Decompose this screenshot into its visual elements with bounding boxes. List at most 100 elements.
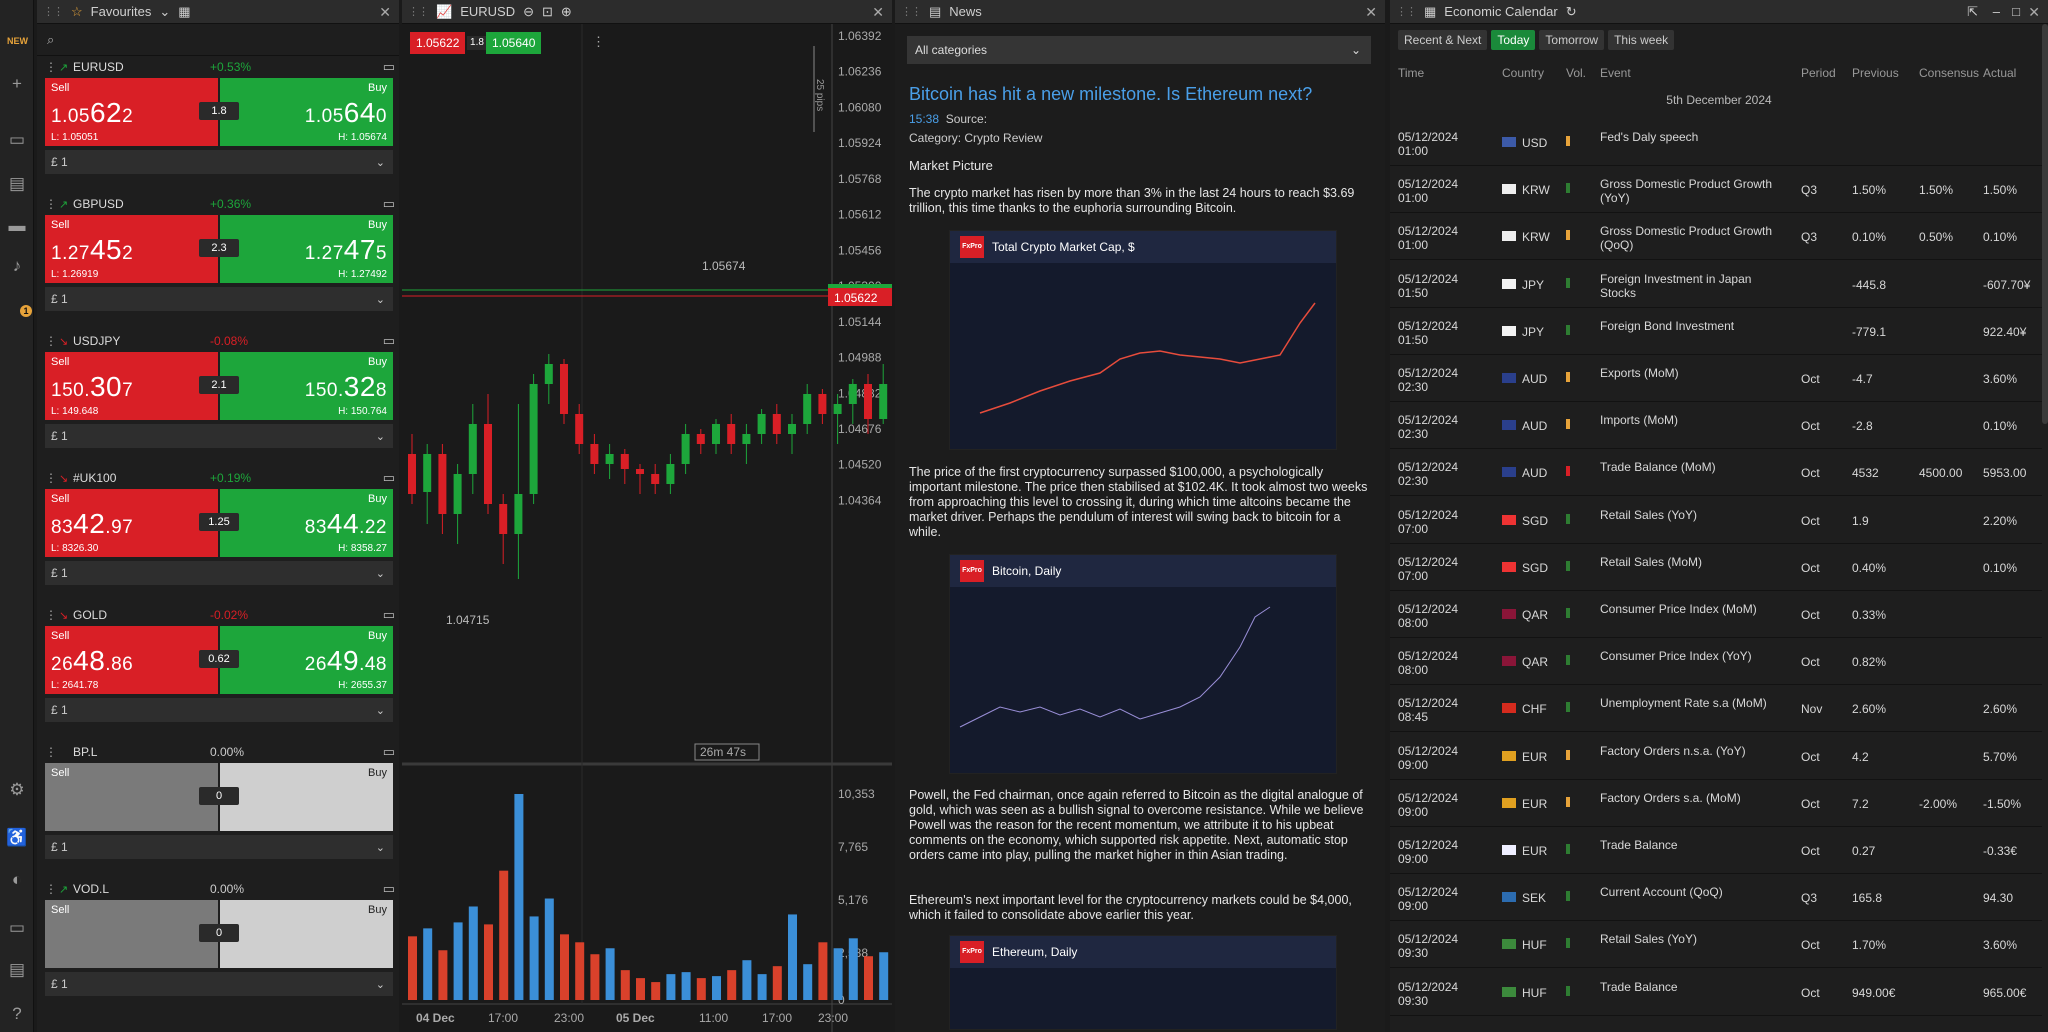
ask-tag[interactable]: 1.05640 — [486, 32, 542, 54]
table-row[interactable]: 05/12/2024 02:30 AUD Trade Balance (MoM) Oct… — [1390, 449, 2042, 497]
news-headline[interactable]: Bitcoin has hit a new milestone. Is Ethe… — [909, 84, 1313, 104]
menu-icon[interactable]: ⋮ — [45, 60, 57, 74]
table-row[interactable]: 05/12/2024 01:00 KRW Gross Domestic Product… — [1390, 166, 2042, 214]
menu-icon[interactable]: ⋮ — [45, 608, 57, 622]
close-icon[interactable]: ✕ — [2028, 4, 2040, 20]
sell-button[interactable]: Sell 2648.86 L: 2641.78 — [45, 626, 218, 694]
table-row[interactable]: 05/12/2024 08:00 QAR Consumer Price Index (… — [1390, 638, 2042, 686]
column-header[interactable]: Previous — [1852, 66, 1899, 80]
sell-button[interactable]: Sell — [45, 900, 218, 968]
portfolio-icon[interactable]: ▤ — [8, 174, 26, 193]
tab-tomorrow[interactable]: Tomorrow — [1539, 30, 1605, 50]
chat-icon[interactable]: ▭ — [382, 59, 395, 74]
buy-button[interactable]: Buy 2649.48 H: 2655.37 — [220, 626, 393, 694]
accessibility-icon[interactable]: ♿ — [6, 828, 28, 847]
chart-menu-icon[interactable]: ⋮ — [592, 34, 605, 49]
buy-button[interactable]: Buy — [220, 900, 393, 968]
tab-this-week[interactable]: This week — [1608, 30, 1675, 50]
zoom-in-icon[interactable]: ⊕ — [560, 3, 572, 19]
quantity-selector[interactable]: £ 1 ⌄ — [45, 972, 393, 996]
category-select[interactable]: All categories ⌄ — [907, 36, 1371, 64]
zoom-out-icon[interactable]: ⊖ — [523, 3, 534, 19]
menu-icon[interactable]: ⋮ — [45, 882, 57, 896]
column-header[interactable]: Time — [1398, 66, 1425, 80]
drag-handle-icon[interactable]: ⋮⋮ — [901, 6, 922, 18]
quantity-selector[interactable]: £ 1 ⌄ — [45, 287, 393, 311]
table-row[interactable]: 05/12/2024 01:00 USD Fed's Daly speech — [1390, 119, 2042, 166]
column-header[interactable]: Vol. — [1566, 66, 1587, 80]
chat-icon[interactable]: ▭ — [382, 470, 395, 485]
sell-button[interactable]: Sell 8342.97 L: 8326.30 — [45, 489, 218, 557]
column-header[interactable]: Period — [1801, 66, 1836, 80]
chat-icon[interactable]: ▭ — [8, 130, 26, 149]
quantity-selector[interactable]: £ 1 ⌄ — [45, 835, 393, 859]
table-row[interactable]: 05/12/2024 02:30 AUD Imports (MoM) Oct -2.8 0.… — [1390, 402, 2042, 450]
sell-button[interactable]: Sell 1.05622 L: 1.05051 — [45, 78, 218, 146]
document-icon[interactable]: ▤ — [8, 960, 26, 979]
refresh-icon[interactable]: ↻ — [1565, 3, 1577, 19]
instrument-name[interactable]: VOD.L — [73, 882, 110, 896]
chart-type-icon[interactable]: 📈 — [436, 3, 453, 19]
column-header[interactable]: Event — [1600, 66, 1631, 80]
quantity-selector[interactable]: £ 1 ⌄ — [45, 424, 393, 448]
drag-handle-icon[interactable]: ⋮⋮ — [408, 6, 429, 18]
chat-icon[interactable]: ▭ — [382, 196, 395, 211]
chat-icon[interactable]: ▭ — [382, 607, 395, 622]
table-row[interactable]: 05/12/2024 01:50 JPY Foreign Bond Investmen… — [1390, 308, 2042, 355]
chevron-down-icon[interactable]: ⌄ — [159, 3, 171, 19]
instrument-name[interactable]: GOLD — [73, 608, 108, 622]
drag-handle-icon[interactable]: ⋮⋮ — [1396, 6, 1417, 18]
buy-button[interactable]: Buy 150.328 H: 150.764 — [220, 352, 393, 420]
chat-icon[interactable]: ▭ — [382, 881, 395, 896]
sell-button[interactable]: Sell 1.27452 L: 1.26919 — [45, 215, 218, 283]
table-row[interactable]: 05/12/2024 09:00 EUR Factory Orders n.s.a. … — [1390, 733, 2042, 780]
menu-icon[interactable]: ⋮ — [45, 745, 57, 759]
menu-icon[interactable]: ⋮ — [45, 197, 57, 211]
table-row[interactable]: 05/12/2024 01:50 JPY Foreign Investment in … — [1390, 261, 2042, 308]
help-icon[interactable]: ? — [12, 1004, 22, 1023]
close-icon[interactable]: ✕ — [379, 4, 391, 20]
column-header[interactable]: Country — [1502, 66, 1545, 80]
menu-icon[interactable]: ⋮ — [45, 471, 57, 485]
menu-icon[interactable]: ⋮ — [45, 334, 57, 348]
minimize-icon[interactable]: – — [1992, 4, 2000, 19]
table-row[interactable]: 05/12/2024 01:00 KRW Gross Domestic Product… — [1390, 213, 2042, 261]
chat-icon[interactable]: ▭ — [382, 744, 395, 759]
column-header[interactable]: Actual — [1983, 66, 2017, 80]
plus-icon[interactable]: + — [12, 74, 22, 93]
chart-symbol[interactable]: EURUSD — [460, 4, 516, 19]
card-icon[interactable]: ▬ — [8, 216, 26, 235]
theme-icon[interactable]: ◐ — [11, 870, 23, 889]
table-row[interactable]: 05/12/2024 09:00 EUR Factory Orders s.a. (M… — [1390, 780, 2042, 827]
bid-tag[interactable]: 1.05622 — [410, 32, 466, 54]
maximize-icon[interactable]: □ — [2012, 4, 2020, 19]
sell-button[interactable]: Sell — [45, 763, 218, 831]
instrument-name[interactable]: EURUSD — [73, 60, 124, 74]
table-row[interactable]: 05/12/2024 07:00 SGD Retail Sales (YoY) Oct 1… — [1390, 497, 2042, 544]
instrument-name[interactable]: USDJPY — [73, 334, 121, 348]
table-row[interactable]: 05/12/2024 09:30 HUF Retail Sales (YoY) Oct 1… — [1390, 921, 2042, 969]
buy-button[interactable]: Buy — [220, 763, 393, 831]
quantity-selector[interactable]: £ 1 ⌄ — [45, 698, 393, 722]
table-row[interactable]: 05/12/2024 07:00 SGD Retail Sales (MoM) Oct 0… — [1390, 544, 2042, 591]
quantity-selector[interactable]: £ 1 ⌄ — [45, 150, 393, 174]
price-chart[interactable]: 1.06392 1.06236 1.06080 1.05924 1.05768 1.056… — [402, 24, 892, 1032]
tab-today[interactable]: Today — [1491, 30, 1536, 50]
table-row[interactable]: 05/12/2024 08:45 CHF Unemployment Rate s.a … — [1390, 685, 2042, 733]
sell-button[interactable]: Sell 150.307 L: 149.648 — [45, 352, 218, 420]
instrument-name[interactable]: BP.L — [73, 745, 98, 759]
chat-icon[interactable]: ▭ — [382, 333, 395, 348]
close-icon[interactable]: ✕ — [1365, 4, 1377, 20]
buy-button[interactable]: Buy 1.05640 H: 1.05674 — [220, 78, 393, 146]
message-icon[interactable]: ▭ — [8, 918, 26, 937]
drag-handle-icon[interactable]: ⋮⋮ — [43, 6, 64, 18]
popout-icon[interactable]: ⇱ — [1967, 3, 1978, 19]
table-row[interactable]: 05/12/2024 02:30 AUD Exports (MoM) Oct -4.7 3.… — [1390, 355, 2042, 402]
instrument-name[interactable]: GBPUSD — [73, 197, 124, 211]
bell-icon[interactable]: ♪ — [12, 256, 22, 275]
new-badge[interactable]: NEW — [7, 36, 28, 46]
table-row[interactable]: 05/12/2024 09:00 EUR Trade Balance Oct 0.27 -0… — [1390, 827, 2042, 874]
grid-icon[interactable]: ▦ — [178, 3, 191, 19]
buy-button[interactable]: Buy 8344.22 H: 8358.27 — [220, 489, 393, 557]
search-input[interactable]: ⌕ — [37, 24, 399, 56]
